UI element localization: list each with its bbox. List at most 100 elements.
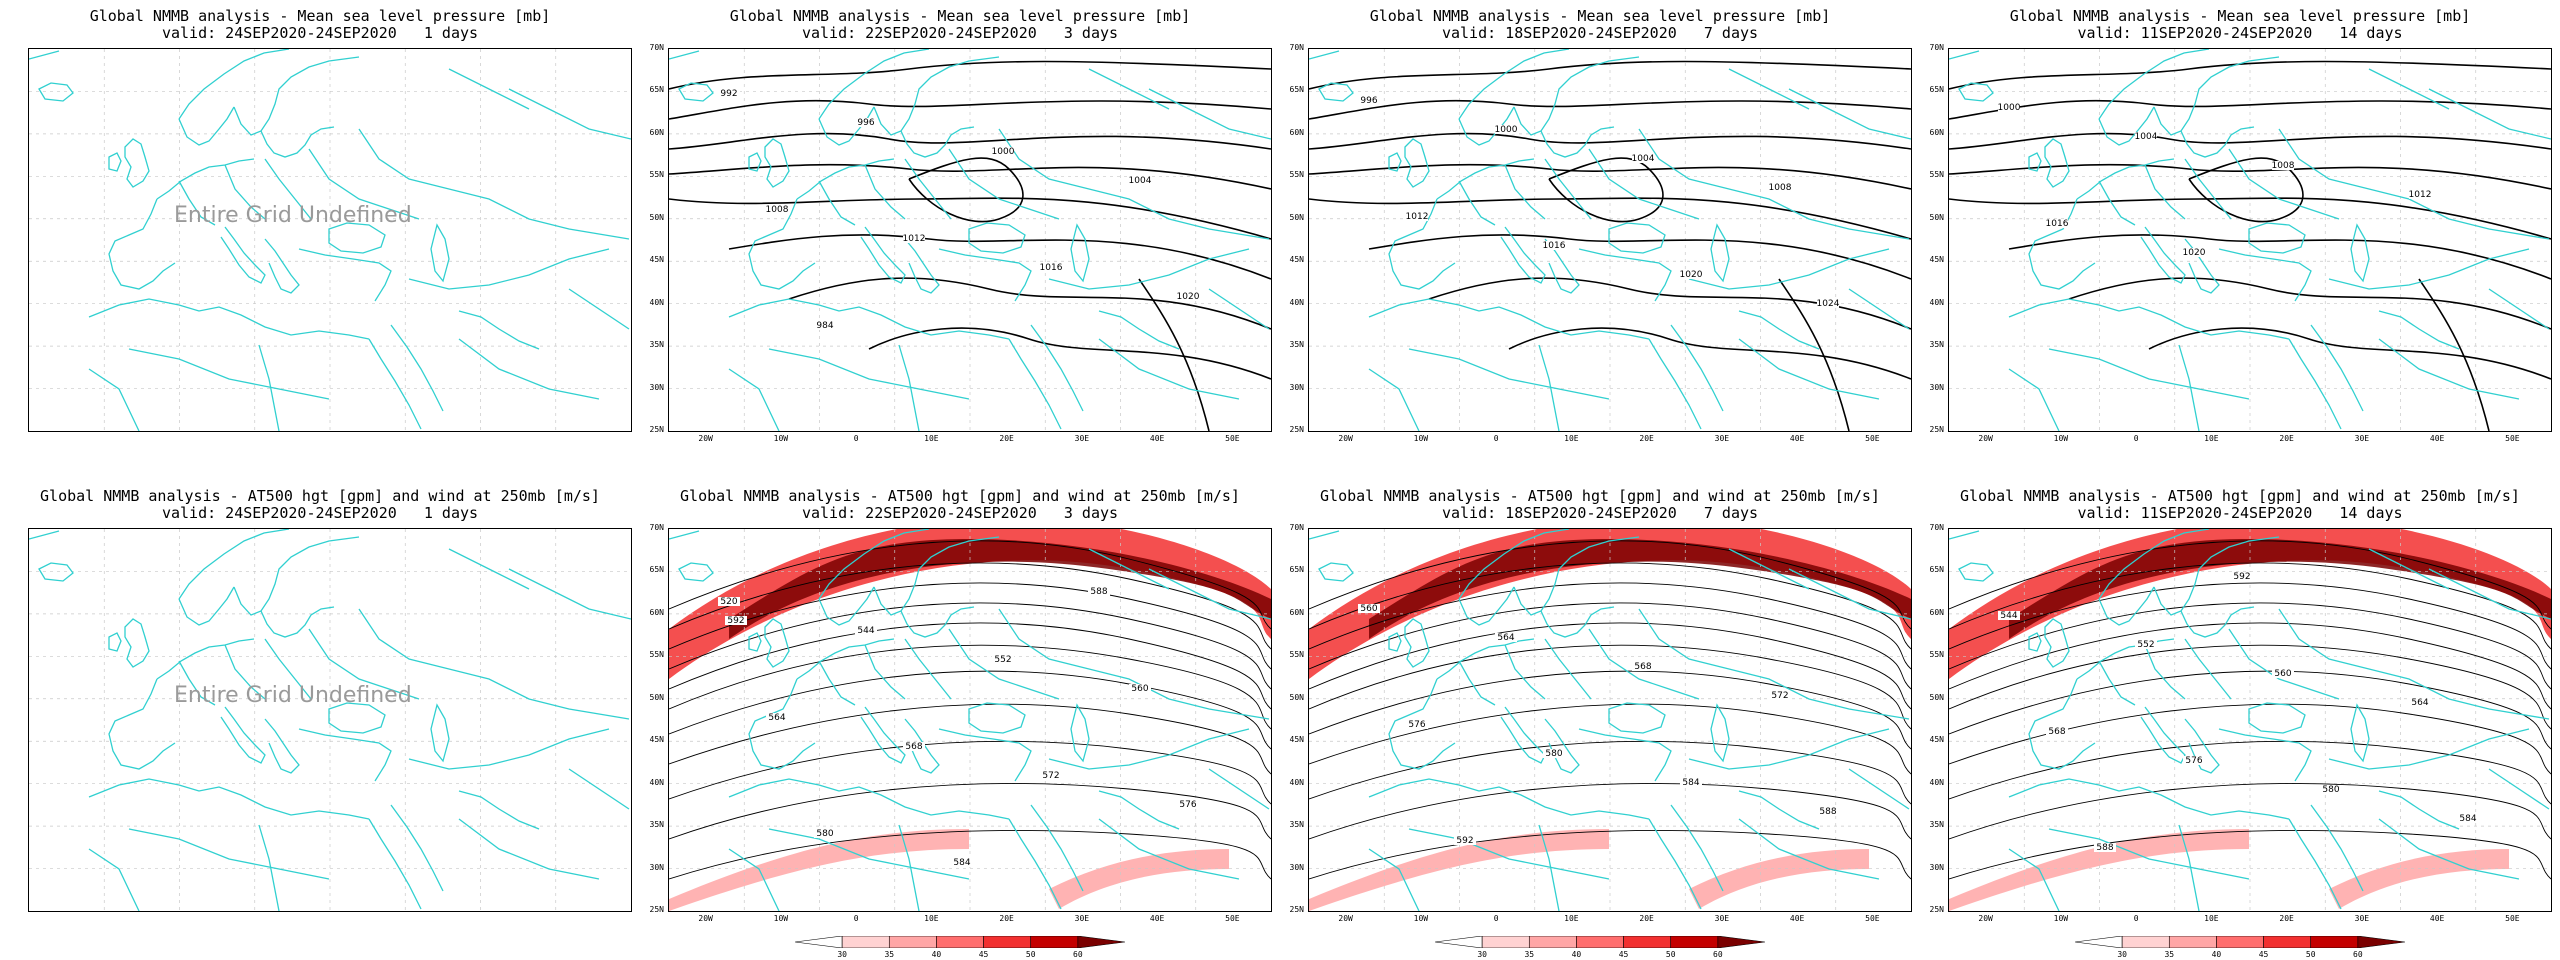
coastline [1098,818,1240,880]
coastline [748,632,762,652]
longitude-label: 30E [1714,914,1730,923]
coastline [1098,310,1180,350]
coastline [1848,768,1910,810]
longitude-label: 10E [1564,434,1579,443]
coastline [796,638,895,680]
isoline [1309,540,1911,630]
coastline [2278,128,2550,240]
coastline [1578,728,1672,782]
longitude-label: 10E [924,914,939,923]
coastline [1368,848,1420,911]
longitude-label: 20E [999,914,1014,923]
latitude-label: 25N [649,905,664,914]
panel-title: Global NMMB analysis - AT500 hgt [gpm] a… [1960,487,2520,505]
coastline [88,298,370,340]
colorbar-swatch [1670,936,1719,948]
isoline [2188,157,2304,223]
isoline [669,132,1271,150]
coastline [430,703,450,763]
contour-label: 580 [2322,785,2339,795]
coastline [1688,248,1890,290]
coastline [764,618,790,668]
latitude-label: 35N [1289,820,1304,830]
contour-label: 1008 [766,205,789,215]
coastline [156,638,255,680]
coastline [390,324,444,412]
latitude-label: 30N [649,382,664,392]
isoline [1949,582,2551,670]
latitude-label: 50N [1289,692,1304,702]
contour-label: 1016 [1040,263,1063,273]
longitude-label: 40E [1789,434,1805,443]
coastline [2144,644,2186,700]
longitude-label: 30E [2354,434,2370,443]
contour-label: 996 [1360,96,1377,106]
latitude-label: 50N [1929,212,1944,222]
colorbar-tick-label: 40 [2211,950,2222,959]
latitude-label: 35N [1929,820,1944,830]
contour-label: 984 [816,321,833,331]
latitude-label: 70N [1929,43,1944,52]
latitude-label: 60N [649,127,664,137]
coastline [1638,608,1910,720]
isoline [1309,99,1911,120]
coastline [2178,824,2200,911]
contour-label: 1000 [992,147,1015,157]
coastline [898,344,920,431]
latitude-label: 65N [1289,565,1304,575]
map-panel: Global NMMB analysis - AT500 hgt [gpm] a… [1280,480,1920,960]
contour-label: 580 [1545,749,1562,759]
colorbar-swatch [2216,936,2264,948]
panel-title: Global NMMB analysis - Mean sea level pr… [1369,7,1831,25]
contour-label: 1012 [903,234,926,244]
isoline [1949,740,2551,805]
latitude-label: 60N [649,607,664,617]
longitude-label: 50E [2505,914,2520,923]
coastline [224,164,266,220]
latitude-label: 65N [649,565,664,575]
coastline [728,368,780,431]
contour-label: 992 [720,89,737,99]
coastline [1458,106,1515,146]
latitude-label: 60N [1289,607,1304,617]
coastline [1738,338,1880,400]
coastline [264,158,312,220]
coastline [2044,138,2070,188]
coastline [1408,828,1610,880]
isoline [1368,234,1911,280]
coastline [728,778,1010,820]
coastline [2028,152,2042,172]
coastline [1148,88,1271,140]
isoline [1949,562,2551,650]
contour-label: 996 [857,118,874,128]
isoline [1309,582,1911,670]
coastline [1388,152,1402,172]
colorbar-tick-label: 50 [1665,950,1676,959]
coastline [796,158,895,200]
coastline [1949,50,1980,60]
longitude-label: 50E [1225,914,1240,923]
coastline [2288,338,2342,430]
latitude-label: 65N [649,85,664,95]
coastline [1728,68,1810,110]
coastline [1458,529,1570,600]
contour-label: 560 [1360,604,1377,614]
isoline [669,582,1271,670]
wind-speed-colorbar: 30 35 40 45 50 60 [795,936,1125,959]
latitude-label: 50N [1929,692,1944,702]
coastline [29,530,60,540]
isoline [669,60,1271,90]
longitude-label: 20W [1978,434,1993,443]
contour-label: 1008 [1769,183,1792,193]
coastline [2218,248,2312,302]
colorbar-tick-label: 45 [2258,950,2269,959]
coastline [1030,324,1084,412]
latitude-label: 55N [1929,170,1944,180]
panel-valid-range: valid: 18SEP2020-24SEP2020 7 days [1441,24,1759,42]
undefined-grid-message: Entire Grid Undefined [174,683,412,708]
colorbar-swatch [2168,936,2217,948]
colorbar-tick-label: 60 [2353,950,2363,959]
coastline [904,638,952,700]
longitude-label: 0 [853,914,859,923]
coastline [1538,824,1560,911]
